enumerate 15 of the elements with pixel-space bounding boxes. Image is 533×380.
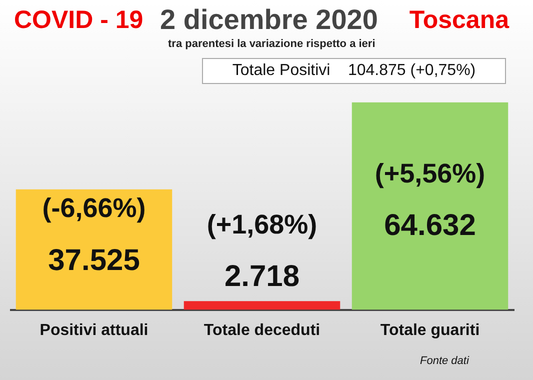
data-label: 2.718 [224,260,300,294]
text: COVID - 19 [14,6,144,35]
chart-title: 2 dicembre 2020 [160,4,378,36]
source-note: Fonte dati [420,355,469,367]
x-tick-label: Positivi attuali [40,322,148,339]
x-tick-label: Totale guariti [380,322,480,339]
text: Totale Positivi 104.875 (+0,75%) [202,58,506,84]
annotation: (+5,56%) [374,158,486,188]
annotation: (-6,66%) [42,193,146,224]
data-label: 37.525 [48,244,140,277]
x-tick-label: Totale deceduti [204,322,320,339]
chart-subtitle: tra parentesi la variazione rispetto a ieri [168,38,376,50]
text: Toscana [409,6,509,35]
annotation: (+1,68%) [206,209,318,240]
data-label: 64.632 [384,209,476,242]
